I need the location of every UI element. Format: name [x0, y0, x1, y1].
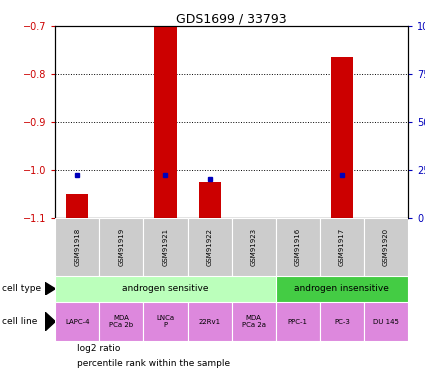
Text: androgen insensitive: androgen insensitive	[295, 284, 389, 293]
Text: cell type: cell type	[2, 284, 41, 293]
Bar	[66, 194, 88, 217]
Text: LAPC-4: LAPC-4	[65, 319, 90, 324]
Text: cell line: cell line	[2, 317, 37, 326]
Bar	[55, 276, 276, 302]
Bar	[364, 217, 408, 276]
Bar	[187, 302, 232, 341]
Bar	[232, 302, 276, 341]
Bar	[187, 217, 232, 276]
Text: GSM91918: GSM91918	[74, 227, 80, 266]
Text: 22Rv1: 22Rv1	[198, 319, 221, 324]
Title: GDS1699 / 33793: GDS1699 / 33793	[176, 12, 287, 25]
Text: log2 ratio: log2 ratio	[77, 344, 121, 352]
Text: LNCa
P: LNCa P	[156, 315, 175, 328]
Bar	[320, 302, 364, 341]
Bar	[99, 217, 143, 276]
Text: DU 145: DU 145	[373, 319, 399, 324]
Text: GSM91919: GSM91919	[119, 227, 125, 266]
Bar	[276, 217, 320, 276]
Bar	[143, 302, 187, 341]
Bar	[143, 217, 187, 276]
Bar	[55, 217, 99, 276]
Bar	[198, 182, 221, 218]
Text: GSM91923: GSM91923	[251, 228, 257, 266]
Bar	[232, 217, 276, 276]
Text: androgen sensitive: androgen sensitive	[122, 284, 209, 293]
Text: PC-3: PC-3	[334, 319, 350, 324]
Polygon shape	[45, 312, 55, 332]
Bar	[55, 302, 99, 341]
Text: GSM91917: GSM91917	[339, 227, 345, 266]
Text: PPC-1: PPC-1	[288, 319, 308, 324]
Text: GSM91920: GSM91920	[383, 228, 389, 266]
Text: percentile rank within the sample: percentile rank within the sample	[77, 358, 230, 368]
Text: GSM91922: GSM91922	[207, 228, 212, 266]
Text: MDA
PCa 2b: MDA PCa 2b	[109, 315, 133, 328]
Text: GSM91916: GSM91916	[295, 227, 301, 266]
Bar	[276, 302, 320, 341]
Bar	[154, 24, 176, 218]
Bar	[331, 57, 353, 217]
Text: GSM91921: GSM91921	[162, 228, 168, 266]
Text: MDA
PCa 2a: MDA PCa 2a	[242, 315, 266, 328]
Bar	[320, 217, 364, 276]
Bar	[99, 302, 143, 341]
Bar	[276, 276, 408, 302]
Polygon shape	[45, 282, 55, 296]
Bar	[364, 302, 408, 341]
